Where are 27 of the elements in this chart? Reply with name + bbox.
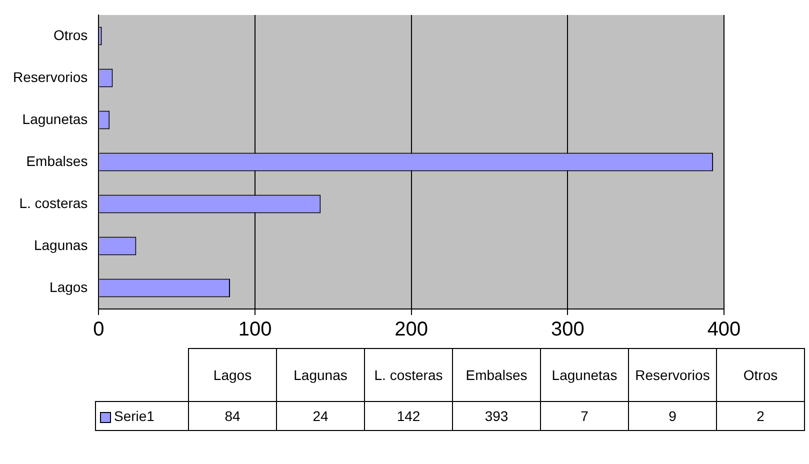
y-tick-label: Lagos: [50, 278, 88, 295]
legend-label: Serie1: [96, 402, 188, 430]
category-label: Lagunetas: [552, 367, 618, 383]
text: 2: [756, 408, 764, 424]
category-label: Embalses: [466, 367, 528, 383]
y-tick-label: L. costeras: [19, 194, 88, 211]
text: 393: [484, 408, 508, 424]
category-label: L. costeras: [374, 367, 443, 383]
category-label: Reservorios: [635, 367, 710, 383]
category-label: Lagunas: [294, 367, 348, 383]
x-tick-label: 200: [394, 318, 428, 341]
x-tick-label: 400: [707, 318, 741, 341]
x-tick-label: 300: [550, 318, 584, 341]
text: 142: [396, 408, 420, 424]
text: 24: [312, 408, 328, 424]
y-tick-label: Lagunetas: [22, 110, 88, 127]
text: 84: [224, 408, 240, 424]
text: 7: [580, 408, 588, 424]
x-tick-label: 0: [93, 318, 104, 341]
x-tick-label: 100: [238, 318, 272, 341]
y-tick-label: Otros: [53, 26, 88, 43]
y-tick-label: Embalses: [26, 152, 88, 169]
text: 9: [668, 408, 676, 424]
y-tick-label: Reservorios: [12, 68, 88, 85]
y-tick-label: Lagunas: [34, 236, 88, 253]
category-label: Lagos: [213, 367, 252, 383]
category-label: Otros: [743, 367, 778, 383]
